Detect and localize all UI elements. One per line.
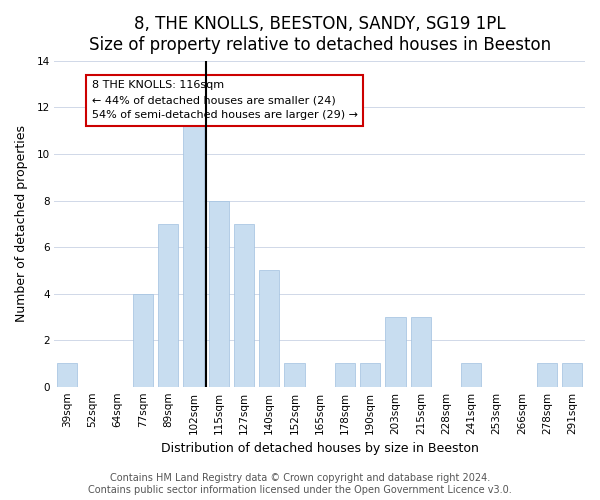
Bar [158, 224, 178, 386]
Text: 8 THE KNOLLS: 116sqm
← 44% of detached houses are smaller (24)
54% of semi-detac: 8 THE KNOLLS: 116sqm ← 44% of detached h… [92, 80, 358, 120]
Bar [209, 200, 229, 386]
Bar [57, 364, 77, 386]
Bar [537, 364, 557, 386]
Bar [335, 364, 355, 386]
Bar [360, 364, 380, 386]
Y-axis label: Number of detached properties: Number of detached properties [15, 126, 28, 322]
X-axis label: Distribution of detached houses by size in Beeston: Distribution of detached houses by size … [161, 442, 479, 455]
Bar [183, 108, 203, 386]
Bar [133, 294, 153, 386]
Bar [284, 364, 305, 386]
Bar [461, 364, 481, 386]
Bar [410, 317, 431, 386]
Bar [234, 224, 254, 386]
Bar [562, 364, 583, 386]
Text: Contains HM Land Registry data © Crown copyright and database right 2024.
Contai: Contains HM Land Registry data © Crown c… [88, 474, 512, 495]
Bar [385, 317, 406, 386]
Bar [259, 270, 279, 386]
Title: 8, THE KNOLLS, BEESTON, SANDY, SG19 1PL
Size of property relative to detached ho: 8, THE KNOLLS, BEESTON, SANDY, SG19 1PL … [89, 15, 551, 54]
